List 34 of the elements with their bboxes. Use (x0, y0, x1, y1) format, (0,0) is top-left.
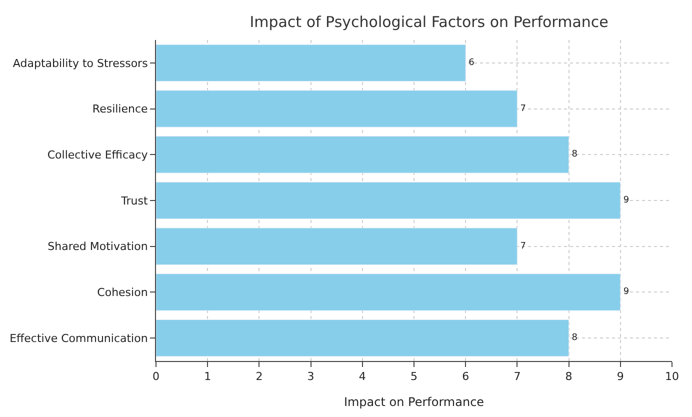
data-label: 7 (520, 241, 526, 252)
x-tick-label: 3 (307, 370, 314, 384)
bar (156, 182, 621, 220)
y-tick-label: Trust (120, 194, 148, 208)
x-tick-label: 1 (204, 370, 212, 384)
data-label: 9 (623, 196, 630, 206)
chart-title: Impact of Psychological Factors on Performance (250, 13, 608, 32)
data-label: 6 (468, 58, 475, 68)
y-tick-label: Adaptability to Stressors (12, 56, 148, 70)
bar (156, 319, 570, 357)
x-tick-label: 8 (565, 370, 572, 384)
bar (156, 44, 466, 82)
bar (156, 90, 518, 128)
bar (156, 274, 621, 311)
x-tick-label: 5 (410, 370, 418, 384)
x-tick-label: 4 (358, 370, 366, 384)
data-label: 7 (520, 104, 526, 114)
x-axis-title: Impact on Performance (344, 395, 484, 410)
bar (156, 228, 518, 265)
data-label: 9 (623, 287, 630, 298)
y-tick-label: Shared Motivation (48, 240, 148, 254)
data-label: 8 (572, 333, 578, 344)
x-tick-label: 10 (665, 370, 679, 384)
y-tick-label: Effective Communication (10, 332, 148, 345)
x-tick-label: 2 (256, 370, 263, 384)
y-tick-label: Resilience (92, 102, 148, 116)
x-tick-label: 7 (514, 370, 521, 384)
y-tick-label: Cohesion (97, 286, 148, 300)
x-tick-label: 6 (462, 370, 470, 384)
data-label: 8 (572, 150, 578, 160)
x-tick-label: 0 (152, 370, 160, 384)
bar (156, 136, 570, 174)
x-tick-label: 9 (616, 370, 624, 384)
y-tick-label: Collective Efficacy (47, 148, 148, 162)
